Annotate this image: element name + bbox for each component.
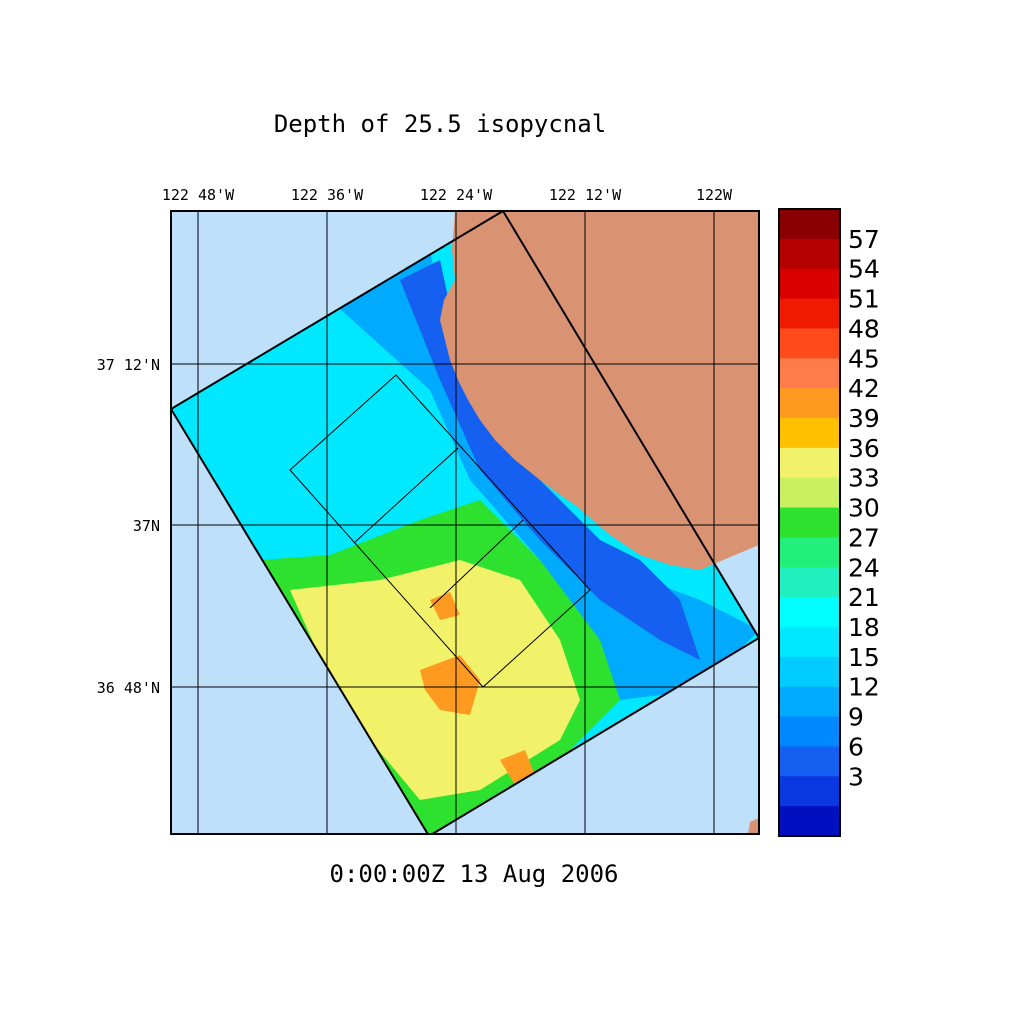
- colorbar-swatch: [779, 507, 840, 539]
- colorbar-swatch: [779, 477, 840, 509]
- colorbar-swatch: [779, 716, 840, 748]
- colorbar-tick-label: 45: [848, 344, 880, 373]
- lon-label: 122W: [696, 186, 733, 204]
- map-title: Depth of 25.5 isopycnal: [274, 110, 606, 138]
- timestamp: 0:00:00Z 13 Aug 2006: [330, 860, 619, 888]
- lon-label: 122 12'W: [549, 186, 622, 204]
- inner-box-outline: [289, 374, 591, 688]
- colorbar-swatch: [779, 597, 840, 628]
- colorbar-tick-label: 3: [848, 762, 864, 791]
- longitude-labels: 122 48'W 122 36'W 122 24'W 122 12'W 122W: [162, 186, 733, 204]
- colorbar-tick-label: 33: [848, 464, 880, 493]
- colorbar-swatch: [779, 656, 840, 688]
- lon-label: 122 48'W: [162, 186, 235, 204]
- colorbar-tick-label: 27: [848, 523, 880, 552]
- colorbar-tick-label: 30: [848, 494, 880, 523]
- colorbar-swatch: [779, 686, 840, 718]
- colorbar-swatch: [779, 388, 840, 419]
- colorbar-swatch: [779, 209, 840, 240]
- colorbar-swatch: [779, 447, 840, 479]
- lat-label: 36 48'N: [97, 679, 160, 697]
- map-frame: [170, 210, 760, 835]
- colorbar-border: [778, 208, 841, 837]
- colorbar-tick-label: 48: [848, 314, 880, 343]
- lat-label: 37N: [133, 517, 160, 535]
- colorbar-tick-label: 9: [848, 703, 864, 732]
- colorbar-tick-label: 12: [848, 673, 880, 702]
- colorbar-swatch: [779, 806, 840, 837]
- lat-label: 37 12'N: [97, 356, 160, 374]
- field-deepblue-zone: [400, 260, 700, 660]
- colorbar-tick-label: 51: [848, 285, 880, 314]
- colorbar-tick-label: 39: [848, 404, 880, 433]
- colorbar-tick-label: 6: [848, 732, 864, 761]
- lon-label: 122 24'W: [420, 186, 493, 204]
- colorbar-tick-label: 42: [848, 374, 880, 403]
- colorbar-swatch: [779, 567, 840, 598]
- colorbar-tick-label: 18: [848, 613, 880, 642]
- colorbar-swatch: [779, 358, 840, 389]
- colorbar-swatch: [779, 238, 840, 270]
- colorbar-tick-label: 21: [848, 583, 880, 612]
- colorbar-tick-label: 24: [848, 553, 880, 582]
- land-mass: [440, 211, 759, 570]
- colorbar-swatch: [779, 537, 840, 568]
- inner-box-divider: [353, 447, 459, 544]
- field-orange-patch: [430, 592, 460, 620]
- land-mass: [748, 818, 759, 834]
- inner-boxes: [289, 374, 591, 688]
- colorbar-tick-label: 54: [848, 255, 880, 284]
- map-area: [171, 211, 759, 834]
- inner-box-divider: [429, 519, 524, 609]
- colorbar-swatch: [779, 268, 840, 300]
- colorbar-swatch: [779, 776, 840, 807]
- colorbar-swatch: [779, 627, 840, 658]
- lon-label: 122 36'W: [291, 186, 364, 204]
- colorbar-swatch: [779, 298, 840, 330]
- field-orange-patch: [420, 655, 480, 715]
- model-domain-outline: [171, 211, 759, 834]
- colorbar-swatch: [779, 328, 840, 359]
- field-orange-patch: [500, 750, 535, 785]
- colorbar-tick-label: 57: [848, 225, 880, 254]
- colorbar-swatch: [779, 746, 840, 777]
- colorbar-tick-label: 36: [848, 434, 880, 463]
- graticule: [171, 211, 759, 834]
- colorbar-swatches: [779, 209, 840, 837]
- latitude-labels: 37 12'N 37N 36 48'N: [97, 356, 160, 697]
- colorbar-swatch: [779, 418, 840, 449]
- colorbar-tick-label: 15: [848, 643, 880, 672]
